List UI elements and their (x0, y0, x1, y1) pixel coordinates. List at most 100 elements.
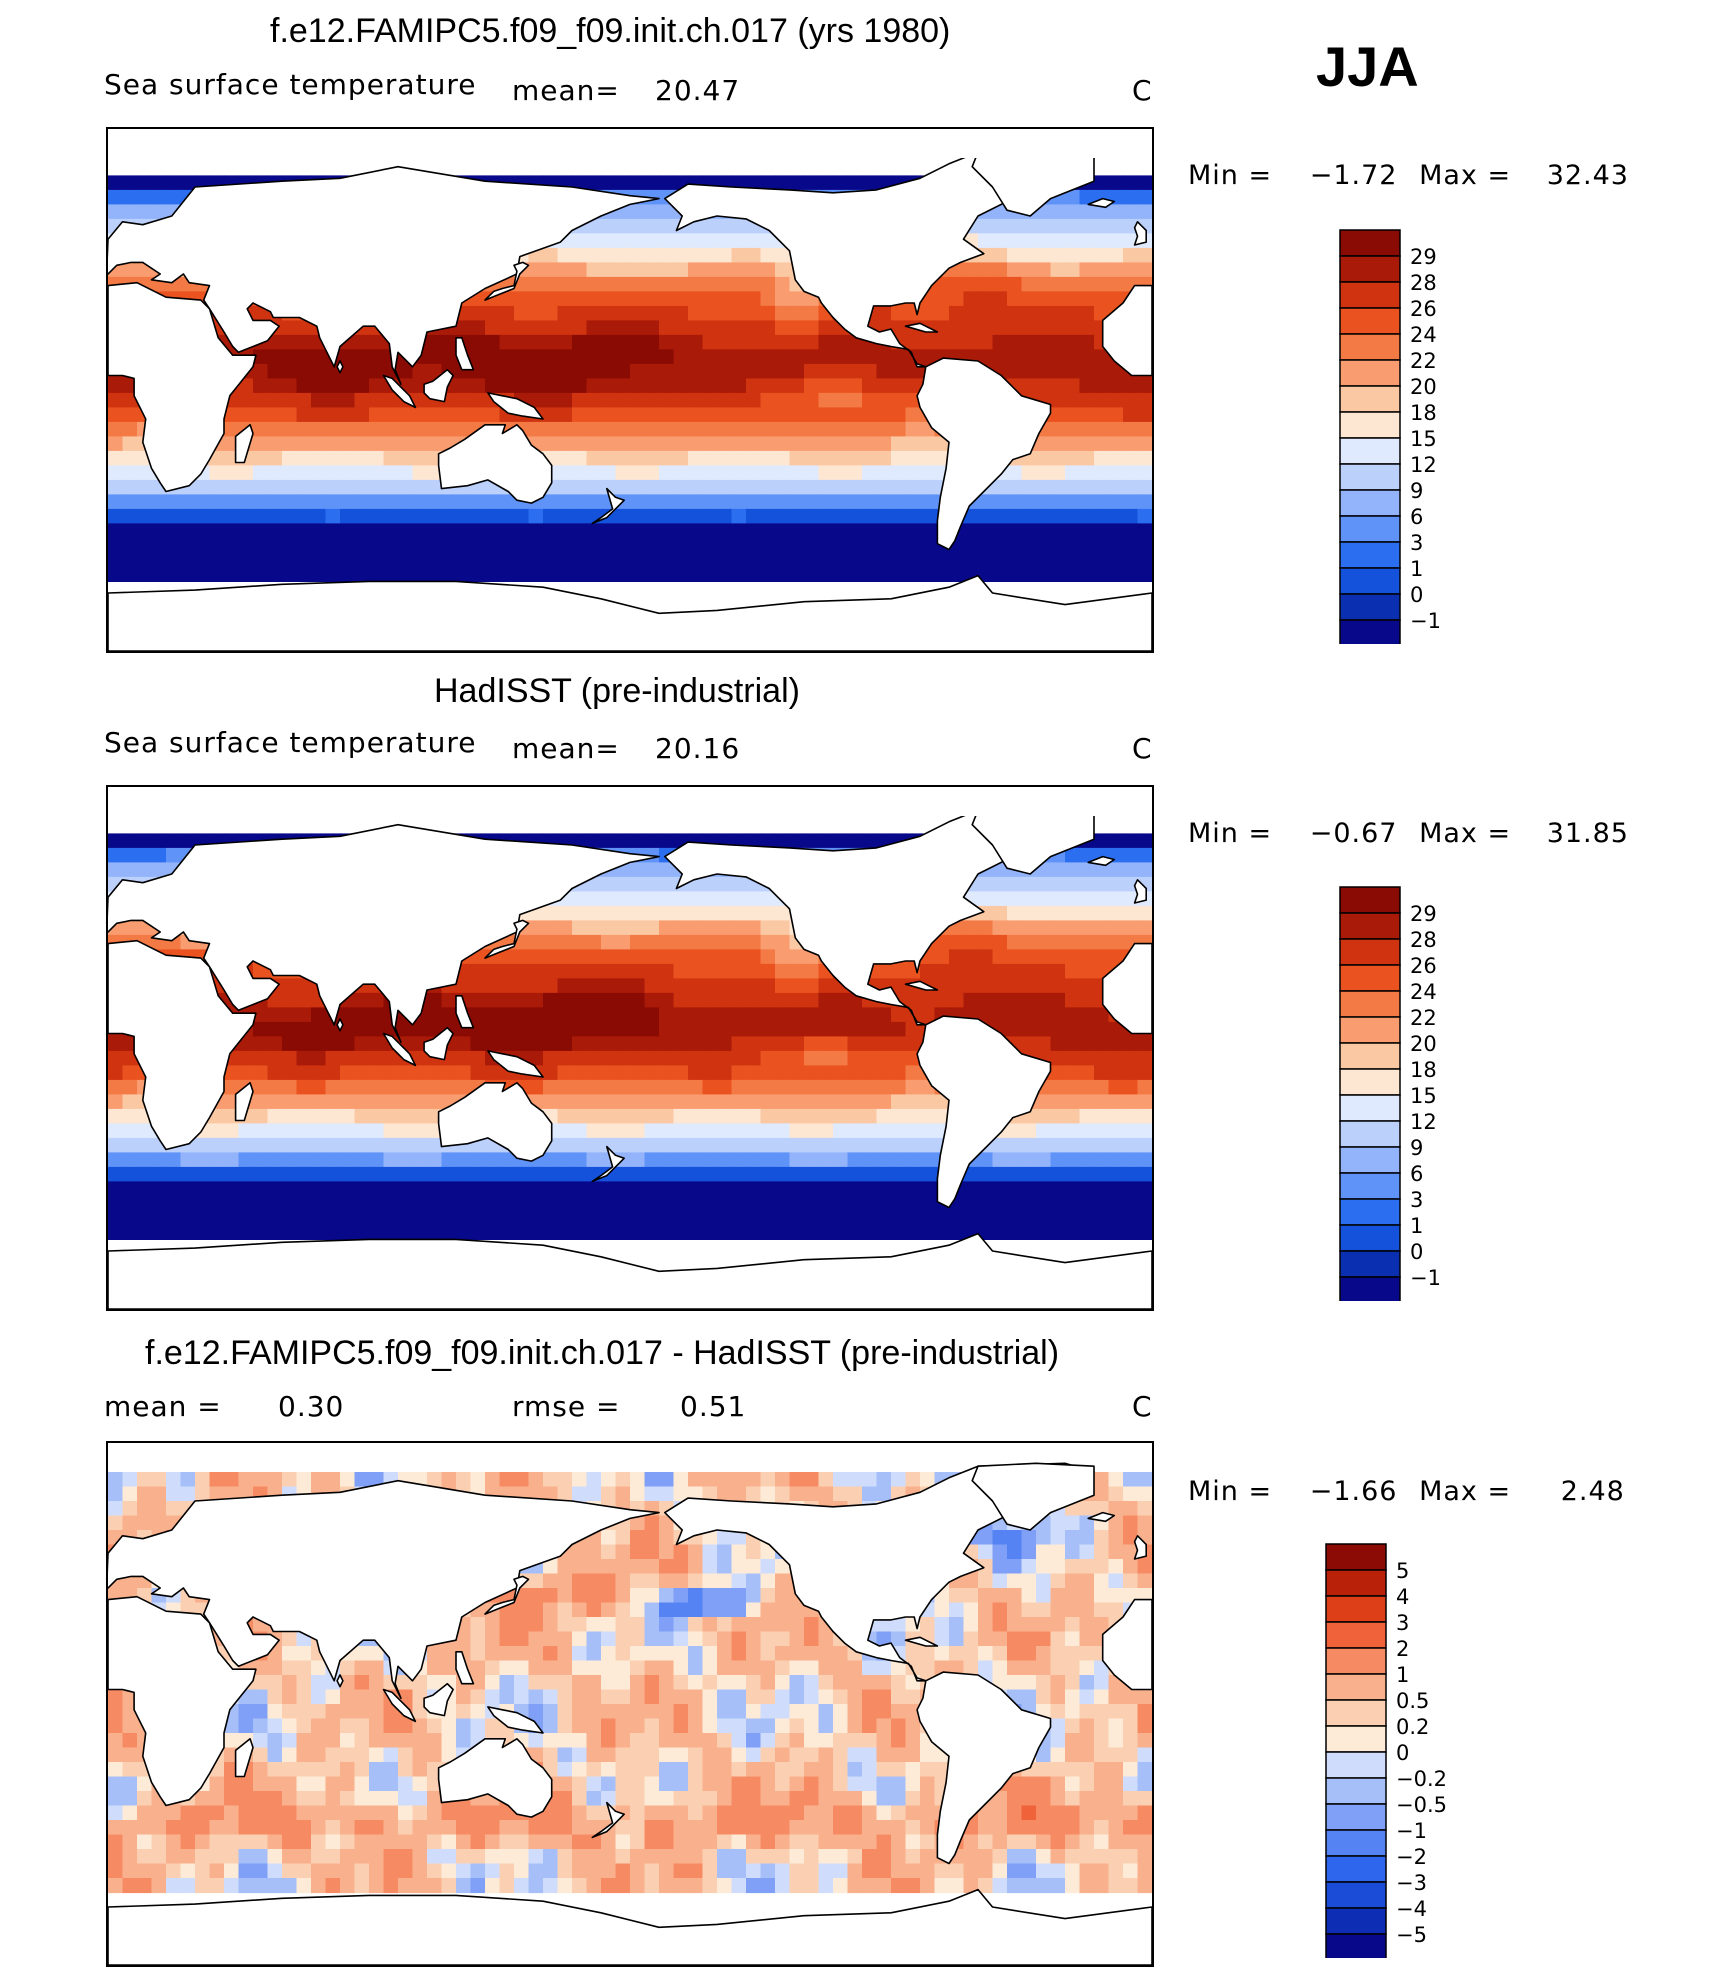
colorbar-swatch (1339, 1120, 1401, 1148)
panel2-map-svg (108, 787, 1152, 1309)
colorbar-tick-label: 29 (1410, 902, 1437, 926)
colorbar-swatch (1339, 359, 1401, 387)
panel1-mean-label: mean= (512, 74, 620, 107)
colorbar-swatch (1339, 515, 1401, 543)
colorbar-swatch (1339, 333, 1401, 361)
coastline-africaWest (1101, 284, 1152, 377)
colorbar-tick-label: 24 (1410, 323, 1437, 347)
coastline-newGuinea (487, 1050, 544, 1078)
colorbar-tick-label: 26 (1410, 954, 1437, 978)
coastline-cuba (904, 980, 939, 991)
panel1-max-value: 32.43 (1546, 160, 1629, 191)
season-label: JJA (1316, 35, 1419, 98)
colorbar-tick-label: 20 (1410, 375, 1437, 399)
colorbar-tick-label: 3 (1396, 1611, 1409, 1635)
colorbar-swatch (1339, 619, 1401, 644)
coastline-uk (1133, 1535, 1147, 1560)
coastline-japan (484, 1575, 530, 1615)
panel3-minmax: Min = −1.66 Max = 2.48 (1188, 1476, 1625, 1507)
panel2-units: C (1132, 732, 1153, 765)
colorbar-swatch (1325, 1569, 1387, 1597)
coastline-srilanka (336, 1018, 344, 1032)
panel3-max-value: 2.48 (1560, 1476, 1625, 1507)
coastline-philippines (455, 995, 475, 1029)
colorbar-swatch (1339, 964, 1401, 992)
colorbar-swatch (1325, 1829, 1387, 1857)
colorbar-swatch (1339, 1068, 1401, 1096)
coastline-australia (437, 1738, 553, 1818)
colorbar-tick-label: 28 (1410, 928, 1437, 952)
colorbar-swatch (1325, 1647, 1387, 1675)
coastline-philippines (455, 337, 475, 371)
coastline-srilanka (336, 1674, 344, 1688)
panel2-mean-value: 20.16 (655, 732, 741, 765)
coastline-antarctica (108, 1232, 1152, 1309)
coastline-borneo (423, 1682, 454, 1717)
colorbar-swatch (1339, 567, 1401, 595)
colorbar-swatch (1339, 912, 1401, 940)
coastline-borneo (423, 368, 454, 403)
colorbar-tick-label: −1 (1410, 1266, 1441, 1290)
coastline-philippines (455, 1651, 475, 1685)
colorbar-swatch (1325, 1673, 1387, 1701)
panel3-rmse-value: 0.51 (680, 1390, 747, 1423)
panel2-min-value: −0.67 (1309, 818, 1398, 849)
colorbar-tick-label: 0.2 (1396, 1715, 1429, 1739)
coastline-southAmerica (916, 357, 1052, 551)
colorbar-tick-label: 29 (1410, 245, 1437, 269)
colorbar-swatch (1339, 1094, 1401, 1122)
colorbar-swatch (1339, 437, 1401, 465)
colorbar-tick-label: 26 (1410, 297, 1437, 321)
coastline-sumatra (382, 374, 417, 409)
colorbar-tick-label: −4 (1396, 1897, 1427, 1921)
colorbar-tick-label: −2 (1396, 1845, 1427, 1869)
colorbar-tick-label: 3 (1410, 531, 1423, 555)
colorbar-swatch (1339, 307, 1401, 335)
coastline-eurasia (108, 1479, 660, 1699)
colorbar-tick-label: 5 (1396, 1559, 1409, 1583)
colorbar-swatch (1339, 1250, 1401, 1278)
colorbar-swatch (1325, 1907, 1387, 1935)
colorbar-swatch (1325, 1933, 1387, 1958)
coastline-japan (484, 261, 530, 301)
coastline-africaWest (1101, 942, 1152, 1035)
panel1-units: C (1132, 74, 1153, 107)
colorbar-swatch (1325, 1699, 1387, 1727)
panel3-min-value: −1.66 (1309, 1476, 1398, 1507)
colorbar-swatch (1339, 385, 1401, 413)
panel1-mean-value: 20.47 (655, 74, 741, 107)
colorbar-tick-label: −1 (1410, 609, 1441, 633)
colorbar-tick-label: 3 (1410, 1188, 1423, 1212)
colorbar-swatch (1339, 411, 1401, 439)
panel3-title: f.e12.FAMIPC5.f09_f09.init.ch.017 - HadI… (145, 1334, 1060, 1372)
colorbar-tick-label: 1 (1396, 1663, 1409, 1687)
colorbar-swatch (1325, 1725, 1387, 1753)
coastline-cuba (904, 1636, 939, 1647)
colorbar-tick-label: 20 (1410, 1032, 1437, 1056)
panel2-mean-label: mean= (512, 732, 620, 765)
panel1-variable: Sea surface temperature (104, 68, 477, 101)
land-coastlines (108, 787, 1152, 1309)
colorbar-tick-label: −1 (1396, 1819, 1427, 1843)
colorbar-tick-label: 9 (1410, 479, 1423, 503)
colorbar-swatch (1339, 229, 1401, 257)
panel2-minmax: Min = −0.67 Max = 31.85 (1188, 818, 1629, 849)
colorbar-tick-label: 12 (1410, 1110, 1437, 1134)
colorbar-tick-label: 22 (1410, 1006, 1437, 1030)
colorbar-swatch (1325, 1751, 1387, 1779)
colorbar-swatch (1339, 1042, 1401, 1070)
colorbar-tick-label: 15 (1410, 1084, 1437, 1108)
coastline-uk (1133, 879, 1147, 904)
panel3-mean-value: 0.30 (278, 1390, 345, 1423)
colorbar-tick-label: 0 (1410, 1240, 1423, 1264)
coastline-sumatra (382, 1032, 417, 1067)
colorbar-swatch (1325, 1881, 1387, 1909)
coastline-uk (1133, 221, 1147, 246)
colorbar-swatch (1339, 541, 1401, 569)
panel2-variable: Sea surface temperature (104, 726, 477, 759)
colorbar-tick-label: −0.2 (1396, 1767, 1447, 1791)
colorbar-swatch (1339, 886, 1401, 914)
panel2-title: HadISST (pre-industrial) (434, 672, 800, 710)
colorbar-swatch (1339, 1016, 1401, 1044)
coastline-antarctica (108, 574, 1152, 651)
